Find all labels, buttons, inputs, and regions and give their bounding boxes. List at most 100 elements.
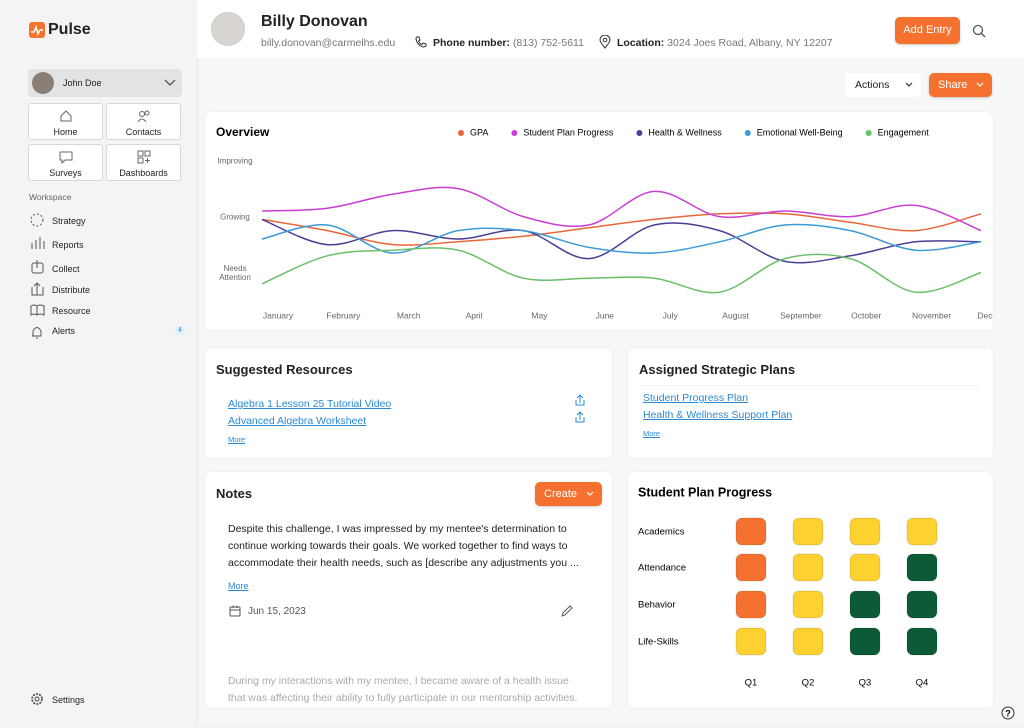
app-name: Pulse bbox=[48, 21, 91, 38]
section-label: Workspace bbox=[29, 192, 72, 202]
progress-cell bbox=[792, 590, 824, 619]
plan-link[interactable]: Student Progress Plan bbox=[643, 392, 749, 404]
card-title: Suggested Resources bbox=[216, 362, 353, 377]
share-icons[interactable] bbox=[574, 394, 586, 426]
nav-item[interactable]: Alerts bbox=[52, 326, 76, 336]
progress-cell bbox=[849, 553, 881, 582]
nav-item[interactable]: Reports bbox=[52, 240, 84, 250]
edit-icon[interactable] bbox=[560, 604, 574, 618]
x-tick-label: November bbox=[912, 310, 951, 320]
alerts-badge: 4 bbox=[175, 326, 185, 335]
more-link[interactable]: More bbox=[228, 581, 249, 591]
help-icon[interactable]: ? bbox=[1001, 706, 1015, 720]
resources-card: Suggested Resources Algebra 1 Lesson 25 … bbox=[205, 348, 612, 458]
notes-card: Notes Create Despite this challenge, I w… bbox=[205, 472, 612, 708]
plan-link[interactable]: Health & Wellness Support Plan bbox=[643, 409, 793, 421]
nav-item[interactable]: Collect bbox=[52, 264, 80, 274]
progress-cell bbox=[849, 517, 881, 546]
nav-item[interactable]: Strategy bbox=[52, 216, 86, 226]
tile-surveys[interactable]: Surveys bbox=[28, 144, 103, 181]
overview-chart: Overview January February March April May Jun… bbox=[216, 125, 1017, 320]
share-button[interactable]: Share bbox=[929, 73, 992, 97]
note-text: Despite this challenge, I was impressed … bbox=[228, 523, 579, 569]
series-line bbox=[261, 218, 982, 264]
legend-swatch bbox=[744, 130, 751, 136]
more-link[interactable]: More bbox=[228, 435, 246, 444]
chart-title: Overview bbox=[216, 125, 270, 139]
progress-cell bbox=[735, 517, 767, 546]
x-tick-label: October bbox=[851, 310, 881, 320]
user-switcher[interactable]: John Doe bbox=[28, 69, 182, 97]
student-name: Billy Donovan bbox=[261, 13, 368, 30]
y-tick-label: Improving bbox=[217, 156, 253, 166]
legend-label: Student Plan Progress bbox=[523, 127, 614, 137]
quarter-label: Q4 bbox=[916, 678, 929, 689]
nav-item[interactable]: Distribute bbox=[52, 285, 91, 295]
row-label: Life-Skills bbox=[638, 637, 679, 648]
resource-link[interactable]: Advanced Algebra Worksheet bbox=[228, 415, 367, 427]
tile-dashboards[interactable]: Dashboards bbox=[106, 144, 181, 181]
tile-label: Surveys bbox=[49, 168, 82, 178]
legend-label: GPA bbox=[470, 127, 488, 137]
series-line bbox=[261, 212, 982, 246]
note-text: During my interactions with my mentee, I… bbox=[228, 675, 578, 704]
legend-swatch bbox=[636, 130, 643, 136]
y-tick-label: Needs Attention bbox=[219, 263, 251, 282]
row-label: Attendance bbox=[638, 563, 686, 574]
phone: Phone number: (813) 752-5611 bbox=[433, 37, 584, 49]
progress-cell bbox=[735, 553, 767, 582]
actions-button[interactable]: Actions bbox=[845, 73, 921, 97]
tile-label: Dashboards bbox=[119, 168, 168, 178]
x-tick-label: January bbox=[263, 310, 294, 320]
legend-swatch bbox=[458, 130, 464, 136]
quarter-label: Q2 bbox=[802, 678, 815, 689]
legend-label: Engagement bbox=[878, 127, 930, 137]
settings-icon bbox=[31, 693, 43, 705]
progress-cell bbox=[849, 590, 881, 619]
tile-label: Home bbox=[53, 127, 78, 137]
more-link[interactable]: More bbox=[643, 429, 661, 438]
legend-swatch bbox=[865, 130, 872, 136]
x-tick-label: April bbox=[466, 310, 483, 320]
tile-home[interactable]: Home bbox=[28, 103, 103, 140]
phone-icon bbox=[415, 36, 427, 48]
x-tick-label: September bbox=[780, 310, 822, 320]
progress-cell bbox=[792, 627, 824, 656]
search-icon[interactable] bbox=[972, 24, 986, 38]
resource-link[interactable]: Algebra 1 Lesson 25 Tutorial Video bbox=[228, 398, 392, 410]
card-title: Assigned Strategic Plans bbox=[639, 362, 796, 377]
progress-cell bbox=[906, 590, 938, 619]
progress-cell bbox=[735, 590, 767, 619]
settings[interactable]: Settings bbox=[52, 695, 85, 705]
quarter-label: Q1 bbox=[745, 678, 758, 689]
progress-cell bbox=[792, 553, 824, 582]
svg-text:?: ? bbox=[1005, 709, 1011, 719]
overview-card: Overview January February March April May Jun… bbox=[205, 112, 1017, 330]
row-label: Behavior bbox=[638, 600, 676, 611]
create-button[interactable]: Create bbox=[535, 482, 602, 506]
x-tick-label: July bbox=[663, 310, 679, 320]
note-date: Jun 15, 2023 bbox=[248, 606, 306, 617]
x-tick-label: June bbox=[596, 310, 615, 320]
x-tick-label: February bbox=[326, 310, 361, 320]
progress-cell bbox=[792, 517, 824, 546]
card-title: Notes bbox=[216, 486, 253, 501]
nav-icons bbox=[30, 213, 45, 339]
logo bbox=[29, 22, 45, 38]
tile-contacts[interactable]: Contacts bbox=[106, 103, 181, 140]
header: Billy Donovan billy.donovan@carmelhs.edu… bbox=[197, 0, 1024, 58]
series-line bbox=[261, 223, 982, 254]
x-tick-label: December bbox=[977, 310, 993, 320]
progress-card: Student Plan Progress Academics Attendanc… bbox=[628, 472, 993, 708]
legend-label: Health & Wellness bbox=[648, 127, 722, 137]
progress-cell bbox=[735, 627, 767, 656]
progress-cell bbox=[849, 627, 881, 656]
nav-item[interactable]: Resource bbox=[52, 306, 91, 316]
add-entry-button[interactable]: Add Entry bbox=[895, 17, 960, 44]
x-tick-label: March bbox=[397, 310, 421, 320]
sidebar: Pulse John Doe Home Contacts Surveys Das… bbox=[0, 0, 196, 728]
quarter-label: Q3 bbox=[859, 678, 872, 689]
progress-cell bbox=[906, 627, 938, 656]
progress-cell bbox=[906, 517, 938, 546]
